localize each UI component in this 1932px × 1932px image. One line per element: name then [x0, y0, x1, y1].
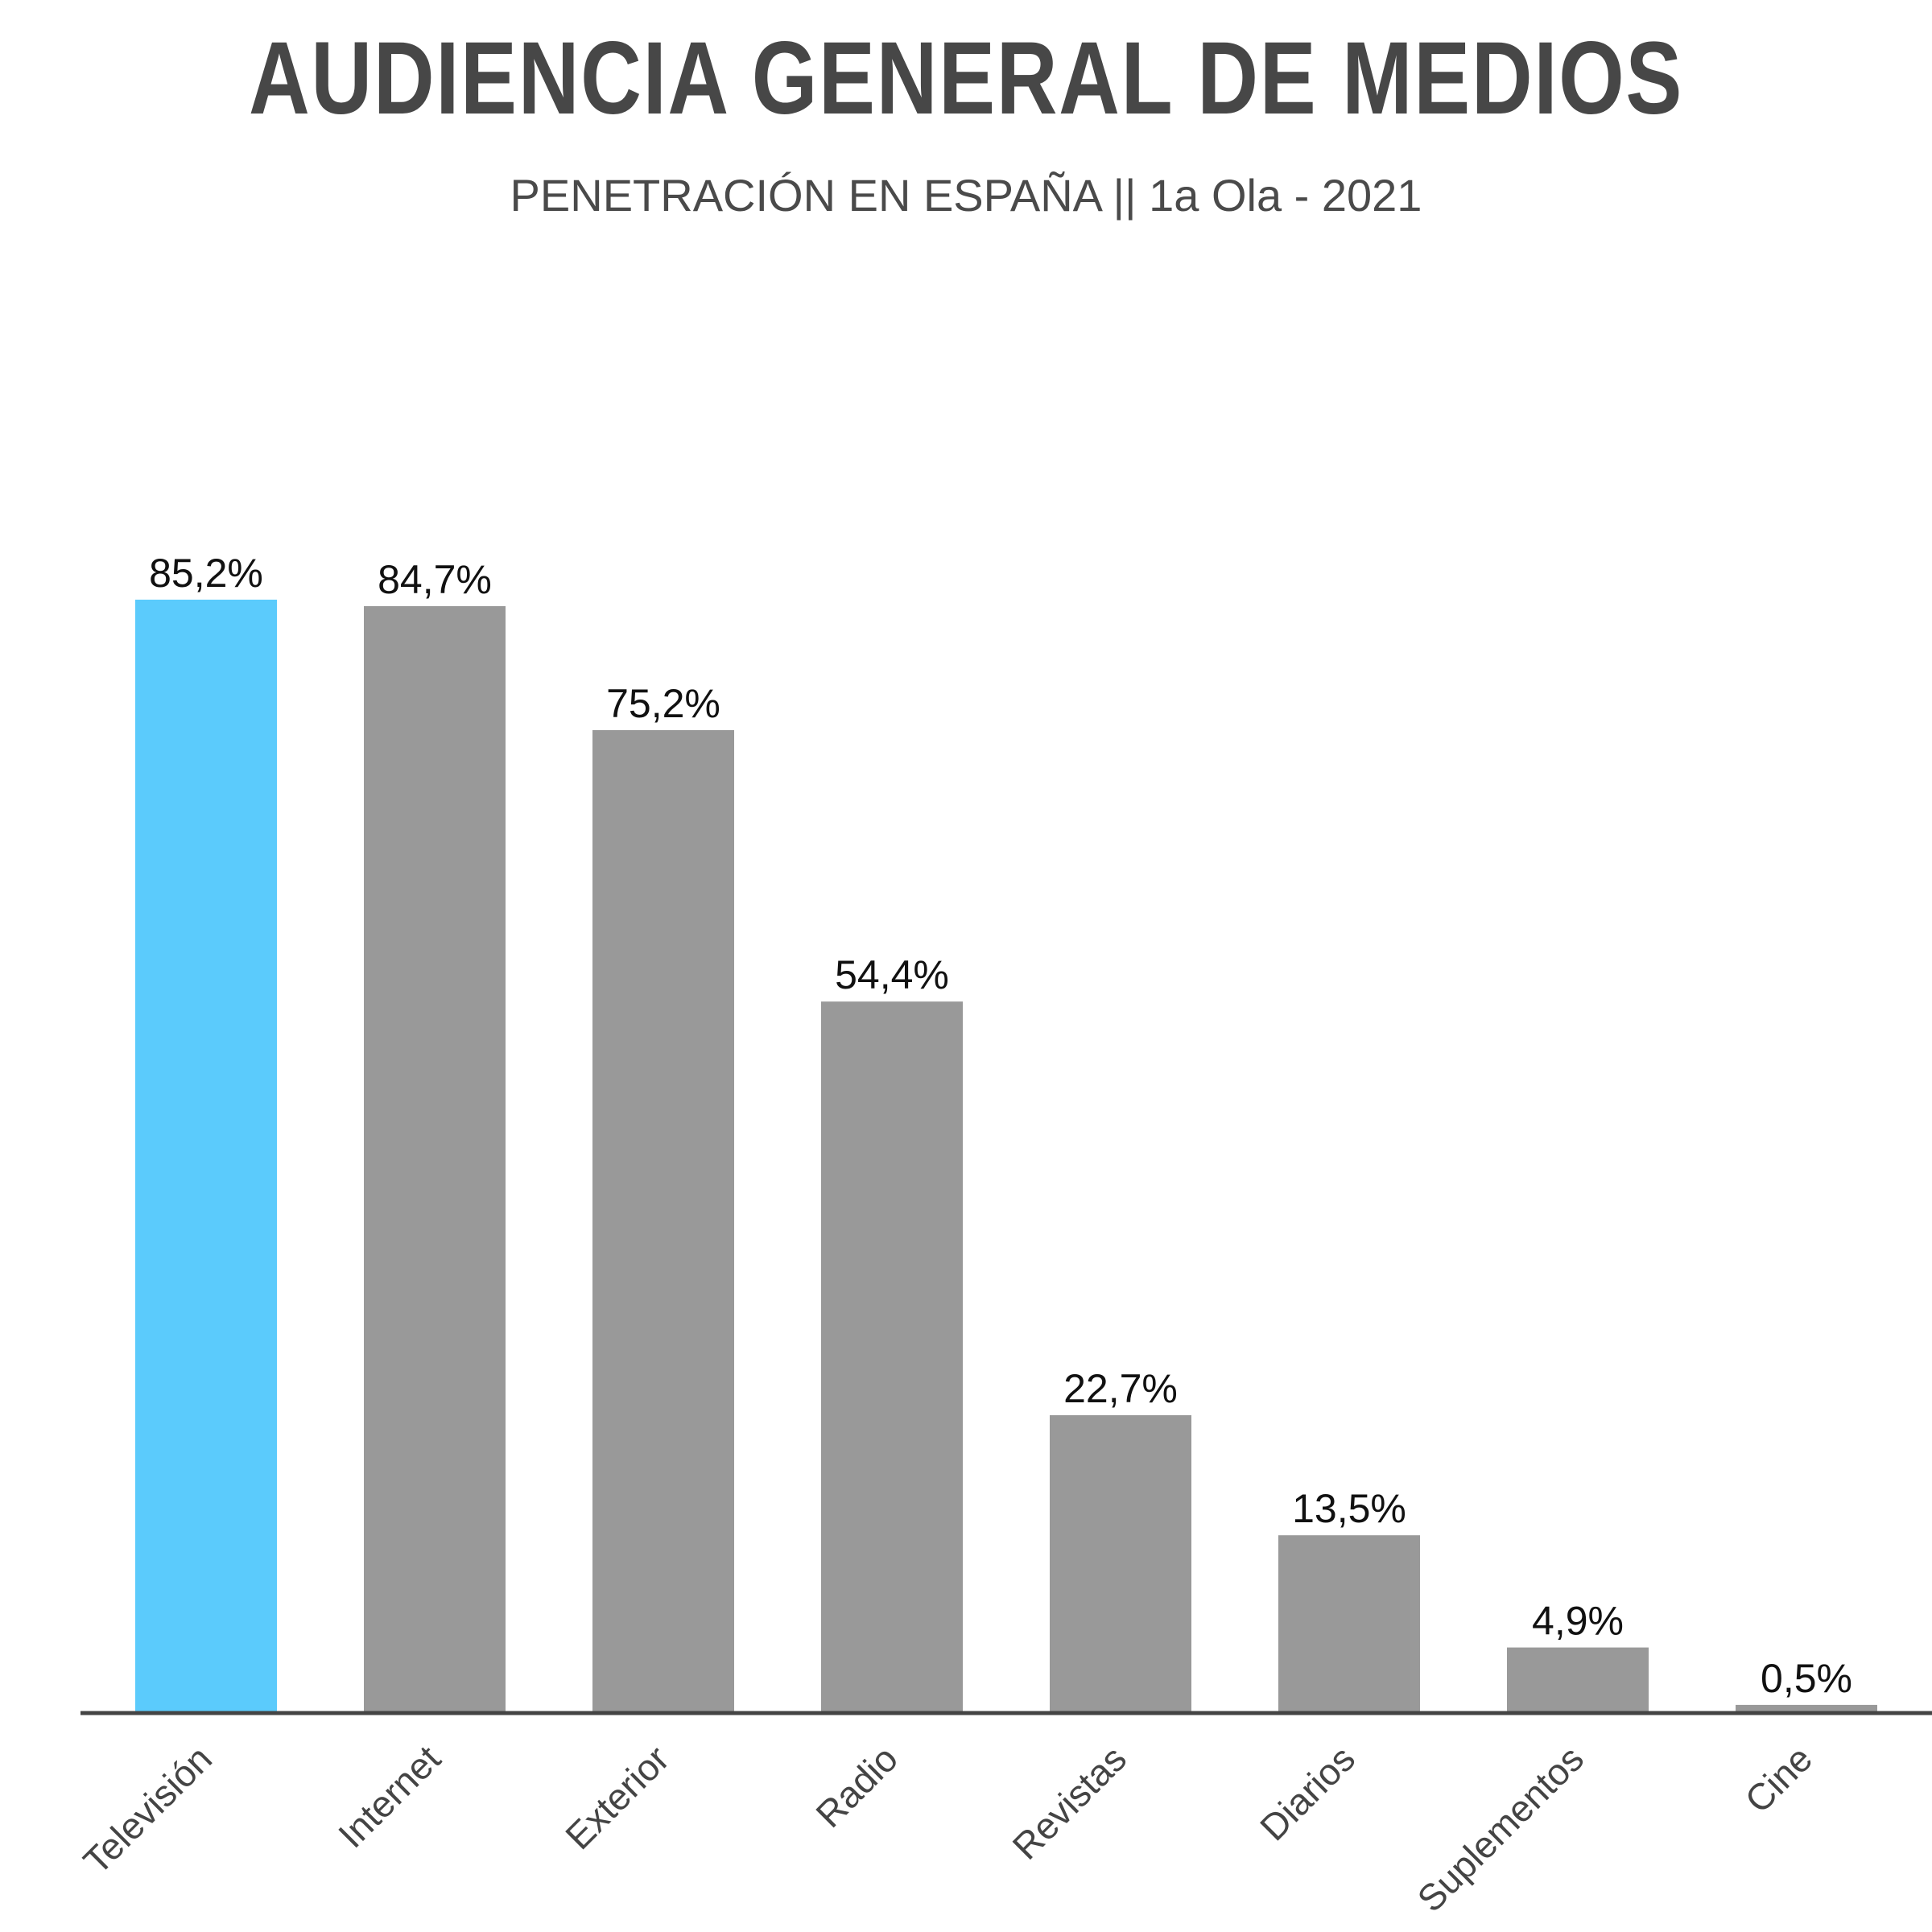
category-label: Revistas — [1005, 1737, 1134, 1867]
category-label: Radio — [807, 1737, 906, 1835]
data-label: 0,5% — [1761, 1656, 1852, 1701]
chart-subtitle: PENETRACIÓN EN ESPAÑA || 1a Ola - 2021 — [510, 170, 1422, 221]
chart-title: AUDIENCIA GENERAL DE MEDIOS — [248, 21, 1684, 136]
category-label: Cine — [1736, 1737, 1820, 1821]
bar-diarios — [1278, 1535, 1420, 1711]
bar-internet — [364, 606, 506, 1712]
bar-cine — [1736, 1704, 1877, 1711]
category-label: Exterior — [557, 1737, 677, 1857]
bar-exterior — [592, 730, 734, 1711]
category-label: Televisión — [75, 1737, 220, 1882]
bar-suplementos — [1507, 1647, 1649, 1711]
data-label: 22,7% — [1063, 1366, 1178, 1411]
data-label: 54,4% — [835, 952, 949, 997]
data-label: 85,2% — [149, 551, 263, 596]
data-label: 4,9% — [1532, 1599, 1624, 1644]
bar-revistas — [1050, 1415, 1191, 1711]
bar-radio — [821, 1001, 963, 1711]
category-label: Internet — [330, 1737, 448, 1856]
data-label: 84,7% — [378, 557, 492, 602]
data-label: 75,2% — [606, 681, 720, 726]
category-label: Diarios — [1252, 1737, 1363, 1848]
category-label: Suplementos — [1409, 1737, 1591, 1920]
data-label: 13,5% — [1292, 1486, 1406, 1531]
bar-televisión — [135, 599, 277, 1712]
